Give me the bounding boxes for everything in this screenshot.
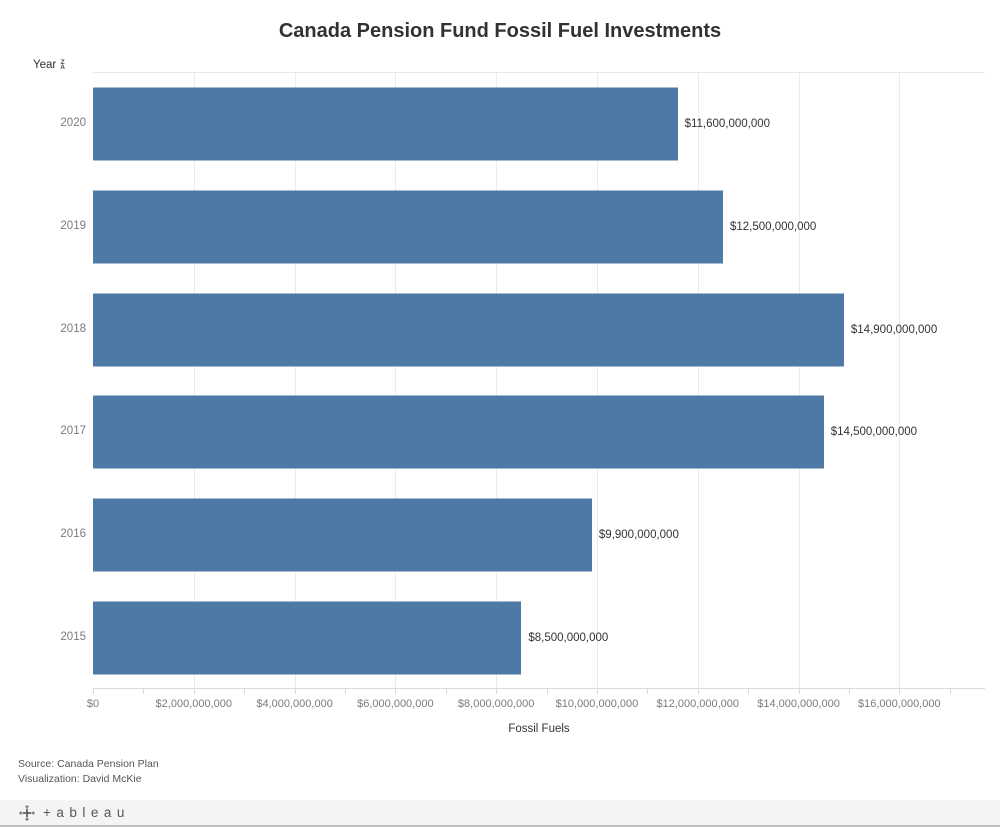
x-tick-label: $12,000,000,000	[656, 698, 740, 710]
axis-tick	[949, 689, 951, 694]
year-label-2017: 2017	[60, 425, 86, 438]
axis-tick	[244, 689, 246, 694]
x-tick-label: $6,000,000,000	[357, 698, 434, 710]
gridline	[294, 73, 296, 688]
axis-tick	[798, 689, 800, 694]
bar-row: $12,500,000,000	[93, 176, 985, 279]
bar-value-label: $9,900,000,000	[598, 528, 679, 541]
gridline	[697, 73, 699, 688]
year-axis-labels: 2020 2019 2018 2017 2016 2015	[0, 72, 86, 688]
tableau-logo-link[interactable]: +ableau	[18, 804, 130, 822]
x-tick-label: $8,000,000,000	[457, 698, 535, 710]
axis-tick	[647, 689, 649, 694]
bar-value-label: $14,500,000,000	[830, 426, 918, 439]
tableau-sparkle-icon	[19, 804, 35, 821]
bar-2017[interactable]	[93, 395, 824, 469]
gridline	[496, 73, 498, 688]
source-line: Source: Canada Pension Plan	[18, 758, 159, 770]
axis-tick	[93, 689, 94, 694]
x-axis-line	[93, 688, 985, 689]
year-column-header-label: Year	[33, 59, 57, 71]
bar-value-label: $14,900,000,000	[850, 323, 938, 336]
axis-tick	[546, 689, 548, 694]
gridline	[899, 73, 901, 688]
axis-tick	[496, 689, 498, 694]
tableau-footer-bar: +ableau	[0, 800, 1000, 827]
bar-row: $9,900,000,000	[93, 484, 985, 587]
visualization-credit-line: Visualization: David McKie	[18, 773, 142, 785]
bar-2019[interactable]	[93, 190, 723, 264]
bar-2020[interactable]	[93, 87, 678, 161]
gridline	[596, 73, 598, 688]
year-column-header[interactable]: Year Z A	[33, 59, 65, 71]
x-tick-labels: $0 $2,000,000,000 $4,000,000,000 $6,000,000…	[87, 698, 985, 712]
year-label-2015: 2015	[60, 630, 86, 643]
axis-tick	[748, 689, 750, 694]
axis-tick	[294, 689, 296, 694]
chart-title: Canada Pension Fund Fossil Fuel Investme…	[278, 20, 722, 42]
bar-value-label: $8,500,000,000	[528, 631, 609, 644]
axis-tick	[395, 689, 397, 694]
bar-value-label: $11,600,000,000	[684, 118, 771, 131]
x-tick-label: $2,000,000,000	[155, 698, 233, 710]
axis-tick	[848, 689, 850, 694]
axis-tick	[193, 689, 195, 694]
bar-row: $11,600,000,000	[93, 73, 985, 176]
bar-2015[interactable]	[93, 601, 522, 675]
bar-2016[interactable]	[93, 498, 592, 572]
bar-value-label: $12,500,000,000	[729, 220, 817, 233]
source-caption: Source: Canada Pension Plan Visualizatio…	[18, 757, 159, 787]
gridline	[193, 73, 195, 688]
bar-row: $8,500,000,000	[93, 586, 985, 689]
axis-tick	[697, 689, 699, 694]
bar-row: $14,500,000,000	[93, 381, 985, 484]
x-tick-label: $0	[86, 698, 100, 710]
year-label-2016: 2016	[60, 527, 86, 540]
axis-tick	[344, 689, 346, 694]
axis-tick	[445, 689, 447, 694]
x-tick-label: $14,000,000,000	[757, 698, 840, 710]
axis-tick	[143, 689, 145, 694]
year-label-2018: 2018	[60, 322, 86, 335]
year-label-2019: 2019	[60, 219, 86, 232]
x-axis-title: Fossil Fuels	[508, 723, 570, 735]
bar-row: $14,900,000,000	[93, 278, 985, 381]
gridline	[395, 73, 397, 688]
x-tick-label: $4,000,000,000	[256, 698, 333, 710]
axis-tick	[596, 689, 598, 694]
axis-tick	[899, 689, 901, 694]
x-tick-label: $16,000,000,000	[858, 698, 941, 710]
gridline	[798, 73, 800, 688]
x-tick-label: $10,000,000,000	[555, 698, 639, 710]
bar-2018[interactable]	[93, 293, 844, 367]
year-label-2020: 2020	[60, 117, 86, 130]
plot-area: $11,600,000,000 $12,500,000,000 $14,900,00…	[93, 72, 985, 688]
tableau-logo-wordmark: +ableau	[43, 805, 130, 820]
sort-descending-icon: Z A	[60, 58, 65, 71]
